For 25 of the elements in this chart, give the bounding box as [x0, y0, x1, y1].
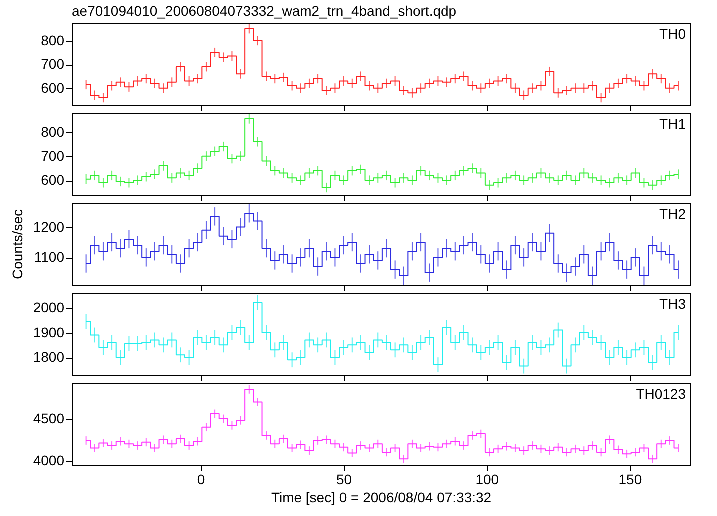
y-tick-label: 1800: [33, 349, 65, 366]
text: TH0: [660, 26, 686, 42]
series-label: TH2: [660, 206, 686, 222]
y-tick-label: 2000: [33, 299, 65, 316]
y-tick-label: 4500: [33, 410, 65, 426]
y-tick-label: 1900: [33, 324, 65, 340]
text: TH1: [660, 116, 686, 132]
text: TH0123: [636, 386, 686, 402]
y-tick-label: 700: [41, 56, 65, 72]
y-tick-label: 1100: [34, 249, 65, 266]
x-tick-label: 0: [197, 472, 206, 488]
y-tick-label: 600: [41, 172, 65, 188]
y-tick-label: 4000: [33, 452, 65, 468]
y-tick-label: 1200: [33, 218, 65, 235]
x-tick-label: 100: [476, 472, 500, 488]
y-axis-title: Counts/sec: [9, 209, 26, 280]
series-label: TH3: [660, 296, 686, 312]
y-tick-label: 800: [41, 32, 65, 48]
chart-title: ae701094010_20060804073332_wam2_trn_4band_short.qdp: [72, 3, 457, 19]
x-tick-label: 150: [618, 472, 642, 488]
y-tick-label: 600: [41, 80, 65, 96]
y-tick-label: 800: [41, 124, 65, 140]
x-tick-label: 50: [336, 472, 352, 488]
y-tick-label: 700: [41, 148, 65, 164]
x-axis-title: Time [sec] 0 = 2006/08/04 07:33:32: [271, 490, 492, 506]
